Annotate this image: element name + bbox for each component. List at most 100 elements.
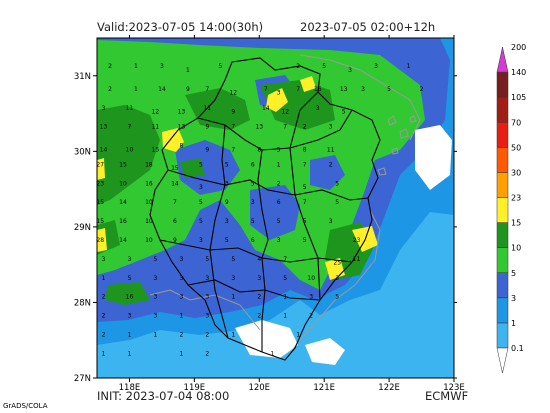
grid-value: 6 bbox=[173, 218, 177, 225]
grid-value: 7 bbox=[303, 199, 307, 206]
grid-value: 13 bbox=[255, 124, 263, 131]
county-border-b bbox=[167, 169, 369, 201]
lat-tick-label: 28N bbox=[74, 298, 91, 308]
lon-tick-label: 119E bbox=[184, 383, 206, 393]
forecast-period: 2023-07-05 02:00+12h bbox=[300, 20, 436, 34]
lat-tick-label: 31N bbox=[74, 72, 91, 82]
grid-value: 16 bbox=[145, 180, 153, 187]
grid-value: 11 bbox=[152, 124, 160, 131]
coast-southeast bbox=[284, 209, 381, 361]
grid-value: 12 bbox=[152, 109, 160, 116]
grid-value: 5 bbox=[387, 86, 391, 93]
grid-value: 1 bbox=[283, 313, 287, 320]
grid-value: 13 bbox=[100, 124, 108, 131]
grid-value: 15 bbox=[119, 161, 127, 168]
grid-value: 5 bbox=[153, 256, 157, 263]
field-3mm-patch-d bbox=[310, 155, 345, 190]
field-10mm-a bbox=[97, 105, 160, 205]
grid-value: 10 bbox=[307, 275, 315, 282]
grid-value: 11 bbox=[327, 146, 335, 153]
county-border-a bbox=[197, 109, 353, 151]
grid-value: 2 bbox=[420, 86, 424, 93]
legend-swatch bbox=[496, 197, 509, 223]
grid-value: 2 bbox=[205, 350, 209, 357]
lat-tick-label: 30N bbox=[74, 147, 91, 157]
field-none-b bbox=[305, 338, 345, 365]
grid-value: 3 bbox=[199, 237, 203, 244]
grid-value: 14 bbox=[171, 180, 179, 187]
axis-ticks: 118E 119E 120E 121E 122E 123E 27N 28N 29N 30N 31N bbox=[74, 35, 465, 393]
county-border-f bbox=[289, 91, 321, 301]
lon-tick-label: 122E bbox=[378, 383, 400, 393]
grid-value: 1 bbox=[134, 63, 138, 70]
color-legend: 0.1 1 3 5 10 15 23 30 50 70 105 140 200 bbox=[496, 43, 526, 374]
legend-label: 1 bbox=[511, 319, 516, 328]
legend-swatch bbox=[496, 297, 509, 324]
grid-value: 16 bbox=[126, 294, 134, 301]
legend-label: 10 bbox=[511, 244, 521, 253]
lat-tick-label: 29N bbox=[74, 223, 91, 233]
legend-label: 0.1 bbox=[511, 344, 524, 353]
grid-value: 3 bbox=[309, 294, 313, 301]
grid-value: 1 bbox=[179, 350, 183, 357]
grid-value: 5 bbox=[303, 218, 307, 225]
grid-value: 5 bbox=[283, 275, 287, 282]
county-border-e bbox=[209, 124, 229, 339]
grid-value: 3 bbox=[225, 218, 229, 225]
grid-value: 1 bbox=[283, 294, 287, 301]
grid-value: 5 bbox=[205, 256, 209, 263]
grid-value: 2 bbox=[108, 63, 112, 70]
legend-swatch bbox=[496, 147, 509, 173]
grid-value: 1 bbox=[277, 161, 281, 168]
grid-value: 3 bbox=[205, 313, 209, 320]
grid-value: 7 bbox=[231, 146, 235, 153]
legend-swatch bbox=[496, 272, 509, 299]
grid-value: 1 bbox=[102, 350, 106, 357]
grid-value: 8 bbox=[303, 146, 307, 153]
legend-swatch bbox=[496, 122, 509, 148]
grid-value: 5 bbox=[335, 199, 339, 206]
grid-value: 3 bbox=[225, 180, 229, 187]
grid-value: 5 bbox=[335, 294, 339, 301]
grid-value: 9 bbox=[173, 237, 177, 244]
grid-value: 5 bbox=[231, 256, 235, 263]
field-15mm-d bbox=[97, 228, 107, 252]
grid-value: 3 bbox=[128, 256, 132, 263]
grid-value: 11 bbox=[126, 105, 134, 112]
legend-label: 15 bbox=[511, 219, 521, 228]
grid-value: 18 bbox=[145, 161, 153, 168]
grid-value: 14 bbox=[119, 199, 127, 206]
grid-value: 3 bbox=[179, 256, 183, 263]
grid-value: 2 bbox=[108, 86, 112, 93]
grid-value: 9 bbox=[205, 146, 209, 153]
grid-value: 3 bbox=[153, 275, 157, 282]
field-15mm-b bbox=[266, 88, 288, 112]
grid-value: 3 bbox=[277, 237, 281, 244]
grid-value: 1 bbox=[128, 350, 132, 357]
grid-value: 3 bbox=[199, 184, 203, 191]
grid-value: 5 bbox=[303, 184, 307, 191]
grid-value: 7 bbox=[128, 124, 132, 131]
legend-label: 200 bbox=[511, 43, 526, 52]
software-credit: GrADS/COLA bbox=[3, 402, 48, 410]
lon-tick-label: 120E bbox=[248, 383, 270, 393]
grid-value: 3 bbox=[374, 63, 378, 70]
grid-value: 2 bbox=[296, 63, 300, 70]
grid-value: 2 bbox=[102, 294, 106, 301]
grid-value: 5 bbox=[251, 180, 255, 187]
field-3mm-patch-b bbox=[250, 185, 300, 240]
grid-value: 2 bbox=[257, 294, 261, 301]
grid-value: 15 bbox=[171, 165, 179, 172]
grid-value: 2 bbox=[329, 161, 333, 168]
grid-value: 14 bbox=[262, 105, 270, 112]
grid-value: 8 bbox=[257, 146, 261, 153]
grid-value: 2 bbox=[102, 313, 106, 320]
grid-value: 3 bbox=[102, 105, 106, 112]
grid-value: 13 bbox=[340, 86, 348, 93]
field-3mm-patch-a bbox=[175, 140, 240, 195]
province-border bbox=[149, 57, 381, 361]
legend-label: 23 bbox=[511, 194, 521, 203]
grid-value: 3 bbox=[179, 294, 183, 301]
grid-value: 10 bbox=[145, 218, 153, 225]
